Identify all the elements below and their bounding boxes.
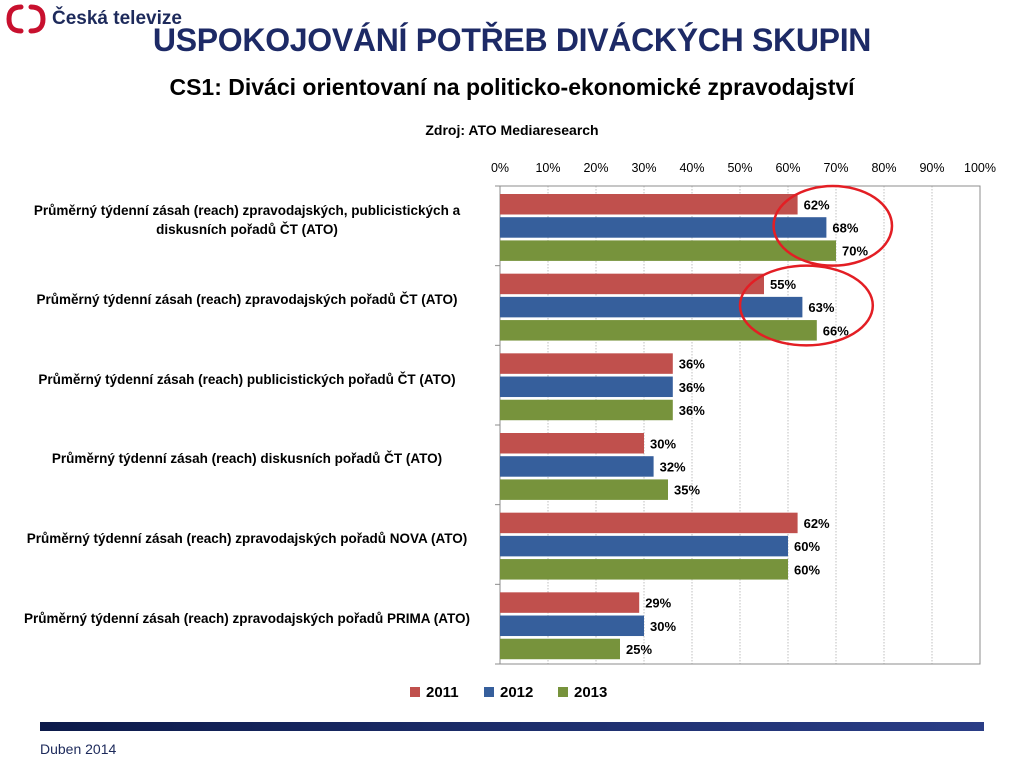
data-label: 35% bbox=[674, 483, 700, 498]
bar bbox=[500, 479, 668, 500]
data-label: 30% bbox=[650, 619, 676, 634]
brand-name: Česká televize bbox=[52, 8, 182, 29]
data-label: 36% bbox=[679, 357, 705, 372]
bar bbox=[500, 273, 764, 295]
bar bbox=[500, 433, 644, 454]
bar bbox=[500, 559, 788, 580]
data-label: 70% bbox=[842, 244, 868, 259]
x-tick-label: 0% bbox=[491, 161, 509, 175]
category-label: Průměrný týdenní zásah (reach) zpravodaj… bbox=[36, 292, 458, 307]
data-label: 60% bbox=[794, 562, 820, 577]
legend-entry: 2011 bbox=[426, 684, 459, 701]
footer-date: Duben 2014 bbox=[40, 741, 117, 757]
data-label: 55% bbox=[770, 277, 796, 292]
x-tick-label: 20% bbox=[583, 161, 608, 175]
x-tick-label: 50% bbox=[727, 161, 752, 175]
x-tick-label: 10% bbox=[535, 161, 560, 175]
data-label: 36% bbox=[679, 380, 705, 395]
x-tick-label: 80% bbox=[871, 161, 896, 175]
x-tick-label: 30% bbox=[631, 161, 656, 175]
highlight-ellipse bbox=[738, 264, 875, 347]
page-subtitle: CS1: Diváci orientovaní na politicko-eko… bbox=[169, 74, 855, 100]
x-tick-label: 90% bbox=[919, 161, 944, 175]
legend-entry: 2012 bbox=[500, 684, 533, 701]
legend-swatch bbox=[410, 687, 420, 697]
data-label: 62% bbox=[804, 516, 830, 531]
data-label: 62% bbox=[804, 197, 830, 212]
bar bbox=[500, 353, 673, 374]
data-label: 63% bbox=[808, 300, 834, 315]
category-label: Průměrný týdenní zásah (reach) zpravodaj… bbox=[33, 202, 461, 237]
category-label: Průměrný týdenní zásah (reach) zpravodaj… bbox=[26, 531, 468, 546]
bar bbox=[500, 320, 817, 341]
data-label: 25% bbox=[626, 642, 652, 657]
bar bbox=[500, 194, 798, 215]
bar bbox=[500, 535, 788, 557]
category-label: Průměrný týdenní zásah (reach) diskusníc… bbox=[51, 451, 443, 467]
bar bbox=[500, 296, 803, 318]
legend-swatch bbox=[484, 687, 494, 697]
data-label: 60% bbox=[794, 539, 820, 554]
data-label: 32% bbox=[660, 459, 686, 474]
footer-bar bbox=[40, 722, 984, 731]
category-label: Průměrný týdenní zásah (reach) publicist… bbox=[38, 371, 456, 387]
x-tick-label: 70% bbox=[823, 161, 848, 175]
bar bbox=[500, 240, 836, 261]
page-title: USPOKOJOVÁNÍ POTŘEB DIVÁCKÝCH SKUPIN bbox=[152, 22, 872, 58]
category-label: Průměrný týdenní zásah (reach) zpravodaj… bbox=[23, 610, 471, 626]
x-tick-label: 100% bbox=[964, 161, 996, 175]
bar bbox=[500, 456, 654, 477]
bar bbox=[500, 512, 798, 534]
bar bbox=[500, 376, 673, 398]
data-label: 30% bbox=[650, 436, 676, 451]
bar bbox=[500, 638, 620, 660]
chart-source: Zdroj: ATO Mediaresearch bbox=[425, 122, 599, 138]
bar bbox=[500, 592, 640, 613]
data-label: 36% bbox=[679, 403, 705, 418]
x-tick-label: 40% bbox=[679, 161, 704, 175]
brand-logo: Česká televize bbox=[6, 4, 182, 34]
ct-logo-icon bbox=[6, 4, 46, 34]
bar bbox=[500, 615, 644, 637]
legend-swatch bbox=[558, 687, 568, 697]
legend-entry: 2013 bbox=[574, 684, 607, 701]
data-label: 29% bbox=[645, 596, 671, 611]
data-label: 66% bbox=[823, 323, 849, 338]
bar bbox=[500, 399, 673, 421]
bar bbox=[500, 217, 827, 238]
data-label: 68% bbox=[832, 220, 858, 235]
x-tick-label: 60% bbox=[775, 161, 800, 175]
highlight-ellipse bbox=[772, 184, 894, 267]
